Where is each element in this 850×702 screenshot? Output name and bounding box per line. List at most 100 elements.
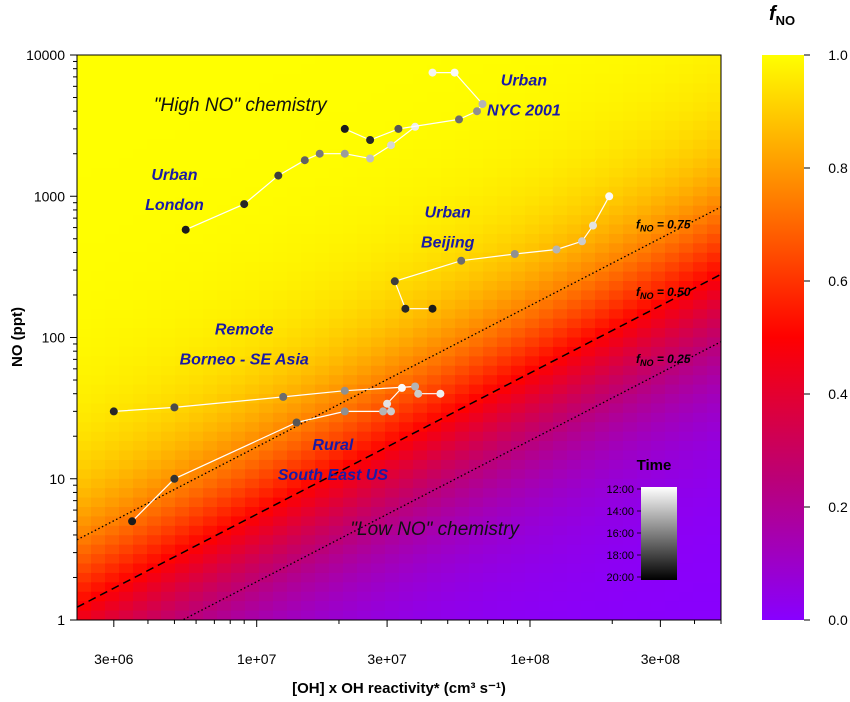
field-cell — [413, 346, 428, 357]
field-cell — [329, 309, 344, 320]
field-cell — [511, 525, 526, 536]
field-cell — [665, 262, 680, 273]
field-cell — [231, 215, 246, 226]
field-cell — [455, 497, 470, 508]
field-cell — [637, 459, 652, 470]
field-cell — [133, 281, 148, 292]
field-cell — [77, 281, 92, 292]
field-cell — [287, 111, 302, 122]
field-cell — [693, 516, 708, 527]
field-cell — [441, 356, 456, 367]
field-cell — [385, 591, 400, 602]
fno-contours — [77, 206, 721, 620]
field-cell — [77, 441, 92, 452]
field-cell — [175, 168, 190, 179]
field-cell — [273, 535, 288, 546]
field-cell — [161, 252, 176, 263]
field-cell — [259, 497, 274, 508]
field-cell — [525, 469, 540, 480]
field-cell — [133, 299, 148, 310]
field-cell — [553, 563, 568, 574]
field-cell — [553, 488, 568, 499]
field-cell — [469, 610, 484, 620]
field-cell — [147, 130, 162, 141]
field-cell — [707, 497, 721, 508]
field-cell — [203, 394, 218, 405]
field-cell — [581, 168, 596, 179]
field-cell — [91, 196, 106, 207]
field-cell — [161, 591, 176, 602]
field-cell — [595, 497, 610, 508]
field-cell — [161, 346, 176, 357]
field-cell — [399, 309, 414, 320]
field-cell — [231, 394, 246, 405]
field-cell — [511, 73, 526, 84]
field-cell — [175, 299, 190, 310]
field-cell — [371, 102, 386, 113]
field-cell — [665, 450, 680, 461]
field-cell — [455, 601, 470, 612]
field-cell — [77, 73, 92, 84]
field-cell — [203, 224, 218, 235]
field-cell — [77, 111, 92, 122]
field-cell — [357, 186, 372, 197]
field-cell — [399, 403, 414, 414]
field-cell — [91, 73, 106, 84]
field-cell — [455, 186, 470, 197]
field-cell — [469, 102, 484, 113]
field-cell — [637, 318, 652, 329]
field-cell — [245, 422, 260, 433]
field-cell — [217, 488, 232, 499]
data-point — [379, 407, 388, 416]
field-cell — [105, 130, 120, 141]
field-cell — [539, 497, 554, 508]
field-cell — [707, 271, 721, 282]
field-cell — [581, 149, 596, 160]
field-cell — [623, 441, 638, 452]
field-cell — [147, 375, 162, 386]
field-cell — [287, 64, 302, 75]
field-cell — [371, 525, 386, 536]
field-cell — [623, 365, 638, 376]
field-cell — [679, 601, 694, 612]
field-cell — [469, 497, 484, 508]
field-cell — [413, 262, 428, 273]
field-cell — [413, 271, 428, 282]
field-cell — [637, 610, 652, 620]
field-cell — [273, 488, 288, 499]
field-cell — [287, 554, 302, 565]
field-cell — [133, 610, 148, 620]
field-cell — [525, 507, 540, 518]
field-cell — [581, 450, 596, 461]
field-cell — [161, 384, 176, 395]
field-cell — [189, 168, 204, 179]
field-cell — [105, 394, 120, 405]
field-cell — [133, 177, 148, 188]
field-cell — [91, 469, 106, 480]
field-cell — [357, 318, 372, 329]
field-cell — [427, 478, 442, 489]
field-cell — [315, 384, 330, 395]
field-cell — [77, 563, 92, 574]
field-cell — [273, 215, 288, 226]
field-cell — [399, 281, 414, 292]
field-cell — [329, 431, 344, 442]
field-cell — [469, 83, 484, 94]
field-cell — [77, 450, 92, 461]
field-cell — [413, 572, 428, 583]
field-cell — [259, 412, 274, 423]
series-label: Urban — [151, 167, 197, 184]
field-cell — [217, 318, 232, 329]
field-cell — [623, 478, 638, 489]
field-cell — [469, 403, 484, 414]
field-cell — [385, 177, 400, 188]
field-cell — [399, 177, 414, 188]
field-cell — [301, 403, 316, 414]
field-cell — [511, 337, 526, 348]
field-cell — [707, 601, 721, 612]
field-cell — [133, 516, 148, 527]
field-cell — [217, 73, 232, 84]
field-cell — [203, 120, 218, 131]
field-cell — [553, 572, 568, 583]
field-cell — [147, 168, 162, 179]
